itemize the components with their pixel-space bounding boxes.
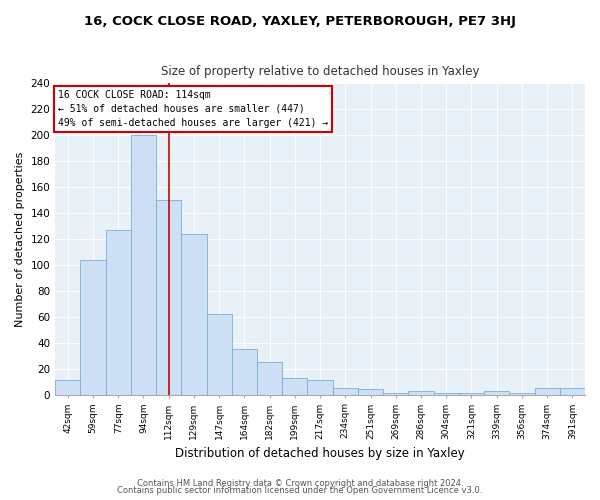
Bar [80, 260, 106, 394]
Bar [106, 230, 131, 394]
Title: Size of property relative to detached houses in Yaxley: Size of property relative to detached ho… [161, 65, 479, 78]
Bar [181, 234, 206, 394]
Bar [332, 388, 358, 394]
Bar [131, 135, 156, 394]
Y-axis label: Number of detached properties: Number of detached properties [15, 152, 25, 326]
X-axis label: Distribution of detached houses by size in Yaxley: Distribution of detached houses by size … [175, 447, 465, 460]
Bar [55, 380, 80, 394]
Bar [307, 380, 332, 394]
Bar [156, 200, 181, 394]
Text: 16, COCK CLOSE ROAD, YAXLEY, PETERBOROUGH, PE7 3HJ: 16, COCK CLOSE ROAD, YAXLEY, PETERBOROUG… [84, 15, 516, 28]
Bar [560, 388, 585, 394]
Text: Contains HM Land Registry data © Crown copyright and database right 2024.: Contains HM Land Registry data © Crown c… [137, 478, 463, 488]
Bar [257, 362, 282, 394]
Bar [232, 350, 257, 395]
Bar [535, 388, 560, 394]
Text: Contains public sector information licensed under the Open Government Licence v3: Contains public sector information licen… [118, 486, 482, 495]
Bar [358, 390, 383, 394]
Bar [409, 391, 434, 394]
Bar [484, 391, 509, 394]
Text: 16 COCK CLOSE ROAD: 114sqm
← 51% of detached houses are smaller (447)
49% of sem: 16 COCK CLOSE ROAD: 114sqm ← 51% of deta… [58, 90, 328, 128]
Bar [206, 314, 232, 394]
Bar [282, 378, 307, 394]
